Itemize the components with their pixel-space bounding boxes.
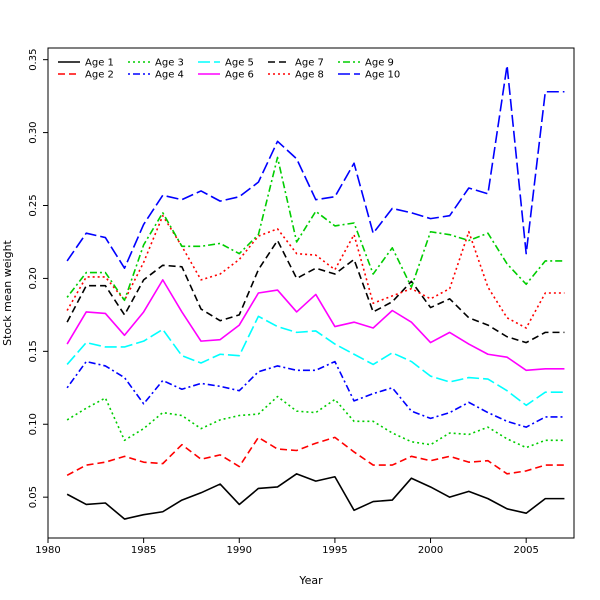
series-line-age-8 — [66, 214, 565, 329]
x-tick-label: 1990 — [227, 545, 252, 556]
y-tick-label: 0.10 — [28, 413, 39, 435]
series-line-age-1 — [66, 473, 565, 520]
y-axis: 0.05 0.10 0.15 0.20 0.25 0.30 0.35 — [28, 49, 48, 508]
plot-frame — [47, 47, 575, 539]
legend-label: Age 3 — [155, 58, 184, 69]
series-line-age-7 — [66, 239, 565, 344]
x-tick-label: 1985 — [131, 545, 156, 556]
legend-label: Age 8 — [295, 70, 324, 81]
series-line-age-3 — [66, 395, 565, 449]
legend-label: Age 9 — [365, 58, 394, 69]
y-tick-label: 0.30 — [28, 121, 39, 143]
series-layer — [66, 64, 565, 520]
legend-label: Age 7 — [295, 58, 324, 69]
y-tick-label: 0.20 — [28, 267, 39, 289]
y-tick-label: 0.35 — [28, 49, 39, 71]
x-tick-label: 2000 — [418, 545, 443, 556]
series-line-age-6 — [66, 279, 565, 372]
y-tick-label: 0.15 — [28, 340, 39, 362]
legend-label: Age 6 — [225, 70, 254, 81]
series-line-age-2 — [66, 436, 565, 476]
y-axis-title: Stock mean weight — [1, 239, 14, 345]
y-tick-label: 0.25 — [28, 194, 39, 216]
x-axis: 1980 1985 1990 1995 2000 2005 — [35, 538, 539, 556]
legend-label: Age 4 — [155, 70, 184, 81]
legend-label: Age 1 — [85, 58, 114, 69]
x-axis-title: Year — [298, 574, 323, 587]
legend-label: Age 5 — [225, 58, 254, 69]
legend-label: Age 2 — [85, 70, 114, 81]
y-tick-label: 0.05 — [28, 486, 39, 508]
legend-label: Age 10 — [365, 70, 400, 81]
x-tick-label: 1980 — [35, 545, 60, 556]
series-line-age-5 — [66, 315, 565, 407]
series-line-age-10 — [66, 64, 565, 270]
series-line-age-9 — [66, 156, 565, 302]
x-tick-label: 2005 — [513, 545, 538, 556]
x-tick-label: 1995 — [322, 545, 347, 556]
